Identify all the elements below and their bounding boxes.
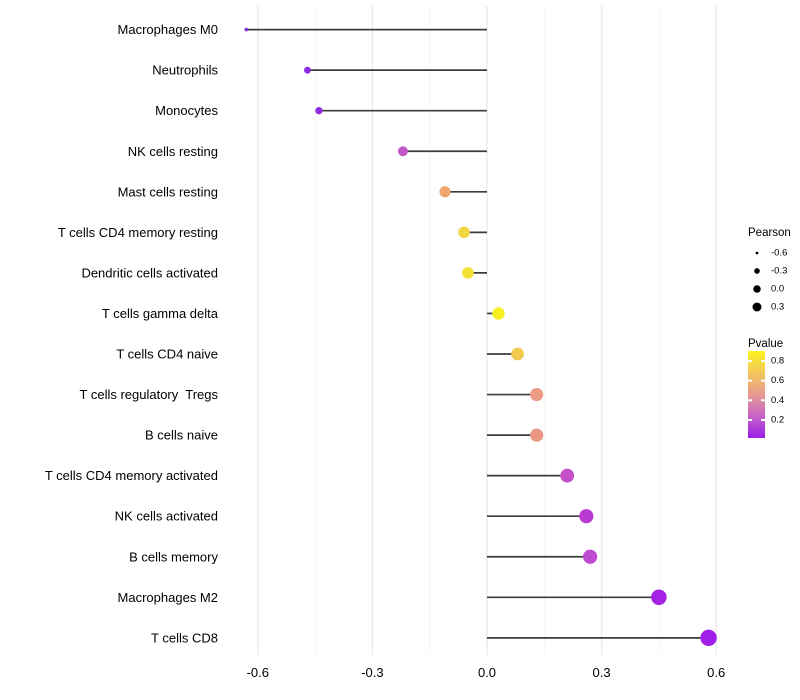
- pearson-legend-label: 0.0: [771, 284, 784, 295]
- y-axis-label: T cells CD8: [151, 630, 218, 645]
- lollipop-dot: [700, 629, 717, 647]
- pvalue-legend-label: 0.4: [771, 395, 784, 406]
- lollipop-dot: [651, 589, 667, 606]
- pearson-legend-dot: [752, 302, 762, 312]
- pearson-legend-title: Pearson: [748, 227, 791, 239]
- lollipop-dot: [462, 267, 474, 279]
- pvalue-legend-label: 0.2: [771, 415, 784, 426]
- pvalue-legend-label: 0.8: [771, 356, 784, 367]
- y-axis-label: T cells regulatory Tregs: [80, 387, 219, 402]
- y-axis-labels: Macrophages M0 Neutrophils Monocytes NK cel…: [45, 22, 219, 645]
- x-axis-tick-labels: -0.6 -0.3 0.0 0.3 0.6: [247, 665, 726, 680]
- pvalue-color-legend: Pvalue 0.8 0.6 0.4 0.2: [748, 338, 784, 438]
- lollipop-dots: [244, 27, 717, 647]
- lollipop-dot: [511, 347, 524, 361]
- lollipop-dot: [579, 509, 594, 524]
- y-axis-label: Mast cells resting: [118, 184, 218, 199]
- lollipop-dot: [315, 107, 323, 115]
- y-axis-label: T cells CD4 memory activated: [45, 468, 218, 483]
- lollipop-dot: [530, 387, 544, 402]
- lollipop-dot: [583, 549, 598, 564]
- x-axis-tick-label: 0.3: [593, 665, 611, 680]
- y-axis-label: B cells naive: [145, 428, 218, 443]
- y-axis-label: T cells CD4 naive: [116, 347, 218, 362]
- pvalue-legend-label: 0.6: [771, 375, 784, 386]
- pearson-legend-dot: [754, 268, 760, 274]
- pearson-legend-label: -0.3: [771, 266, 787, 277]
- lollipop-dot: [492, 307, 505, 320]
- lollipop-dot: [560, 468, 575, 483]
- y-axis-label: NK cells resting: [128, 144, 218, 159]
- x-axis-tick-label: -0.6: [247, 665, 269, 680]
- y-axis-label: B cells memory: [129, 549, 218, 564]
- lollipop-dot: [458, 226, 470, 239]
- lollipop-dot: [304, 66, 311, 74]
- pvalue-legend-ticks: 0.8 0.6 0.4 0.2: [748, 356, 784, 426]
- y-axis-label: T cells CD4 memory resting: [58, 225, 218, 240]
- y-axis-label: Macrophages M2: [118, 590, 218, 605]
- y-axis-label: NK cells activated: [115, 509, 218, 524]
- lollipop-dot: [244, 27, 249, 32]
- y-axis-label: Neutrophils: [152, 63, 218, 78]
- lollipop-dot: [397, 146, 408, 157]
- pearson-legend-label: 0.3: [771, 302, 784, 313]
- y-axis-label: Dendritic cells activated: [81, 265, 218, 280]
- y-axis-label: T cells gamma delta: [102, 306, 219, 321]
- pearson-legend-dot: [755, 251, 759, 255]
- y-axis-label: Monocytes: [155, 103, 218, 118]
- grid-lines: [257, 6, 717, 655]
- pvalue-gradient-bar: [748, 351, 765, 438]
- lollipop-dot: [530, 428, 544, 442]
- lollipop-dot: [439, 186, 451, 198]
- pearson-size-legend: Pearson -0.6 -0.3 0.0 0.3: [748, 227, 791, 313]
- pvalue-legend-title: Pvalue: [748, 338, 783, 350]
- x-axis-tick-label: 0.0: [478, 665, 496, 680]
- lollipop-segments: [246, 28, 709, 639]
- x-axis-tick-label: 0.6: [707, 665, 725, 680]
- pearson-legend-label: -0.6: [771, 248, 787, 259]
- pearson-legend-dot: [753, 285, 761, 293]
- y-axis-label: Macrophages M0: [118, 22, 218, 37]
- x-axis-tick-label: -0.3: [361, 665, 383, 680]
